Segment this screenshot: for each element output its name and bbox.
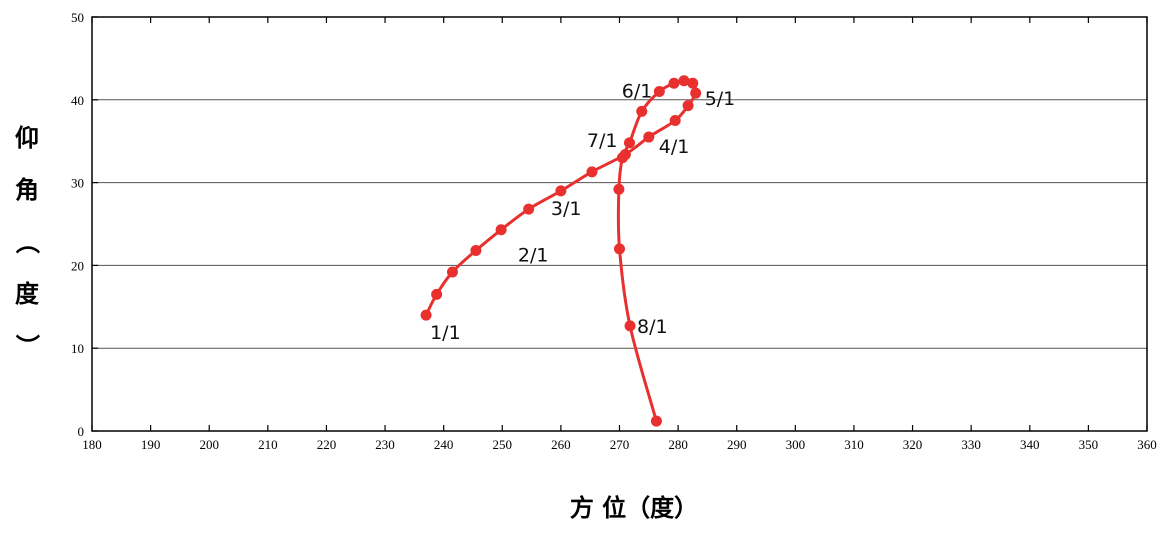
data-point-18 xyxy=(623,137,635,149)
y-axis-title-char-2: （ xyxy=(13,230,41,254)
data-point-14 xyxy=(678,75,690,87)
data-point-10 xyxy=(669,115,681,126)
x-tick-label-16: 340 xyxy=(1020,437,1040,452)
y-axis-title-char-1: 角 xyxy=(15,176,39,204)
y-axis-title-char-0: 仰 xyxy=(15,124,39,152)
annotation-6: 7/1 xyxy=(587,130,618,152)
x-tick-label-18: 360 xyxy=(1137,437,1157,452)
data-point-3 xyxy=(470,244,482,256)
point-annotations: 1/1 2/1 3/1 4/1 5/1 6/1 7/1 8/1 xyxy=(430,81,735,345)
data-point-20 xyxy=(613,183,625,195)
y-axis-title-char-4: ） xyxy=(13,334,41,358)
data-point-5 xyxy=(523,203,535,215)
annotation-5: 6/1 xyxy=(622,81,653,103)
data-point-12 xyxy=(690,87,702,99)
data-point-11 xyxy=(682,100,694,112)
x-tick-label-5: 230 xyxy=(375,437,395,452)
x-tick-label-12: 300 xyxy=(786,437,806,452)
x-tick-label-11: 290 xyxy=(727,437,747,452)
data-point-1 xyxy=(431,288,443,300)
x-tick-label-2: 200 xyxy=(199,437,219,452)
tick-labels: 180 190 200 210 220 230 240 250 260 270 280 290 300 3… xyxy=(71,10,1157,452)
data-point-22 xyxy=(624,320,636,332)
x-tick-label-7: 250 xyxy=(493,437,513,452)
data-point-9 xyxy=(643,131,655,143)
x-tick-label-13: 310 xyxy=(844,437,864,452)
data-point-4 xyxy=(495,224,507,236)
x-tick-label-9: 270 xyxy=(610,437,630,452)
annotation-0: 1/1 xyxy=(430,322,461,344)
y-tick-label-2: 20 xyxy=(71,258,84,273)
annotation-7: 8/1 xyxy=(637,316,668,338)
y-tick-label-3: 30 xyxy=(71,176,84,191)
x-tick-label-4: 220 xyxy=(317,437,337,452)
x-tick-label-17: 350 xyxy=(1079,437,1099,452)
data-point-6 xyxy=(555,185,567,197)
data-points xyxy=(420,75,702,427)
annotation-3: 4/1 xyxy=(659,136,690,158)
y-tick-label-4: 40 xyxy=(71,93,84,108)
data-point-17 xyxy=(636,105,648,117)
annotation-2: 3/1 xyxy=(551,198,582,220)
x-tick-label-15: 330 xyxy=(961,437,981,452)
data-point-15 xyxy=(668,77,680,89)
y-tick-label-1: 10 xyxy=(71,341,84,356)
data-point-21 xyxy=(614,243,625,255)
x-tick-label-8: 260 xyxy=(551,437,571,452)
data-point-2 xyxy=(446,266,458,278)
annotation-1: 2/1 xyxy=(518,244,549,266)
annotation-4: 5/1 xyxy=(705,88,736,110)
x-tick-label-14: 320 xyxy=(903,437,923,452)
x-tick-label-1: 190 xyxy=(141,437,161,452)
y-tick-label-0: 0 xyxy=(78,424,85,439)
axis-ticks xyxy=(91,16,1148,432)
data-point-0 xyxy=(420,309,432,321)
data-point-23 xyxy=(650,415,662,427)
data-point-19 xyxy=(616,152,628,164)
x-tick-label-10: 280 xyxy=(668,437,688,452)
data-point-13 xyxy=(687,77,699,89)
x-tick-label-0: 180 xyxy=(82,437,102,452)
y-tick-label-5: 50 xyxy=(71,10,84,25)
data-point-7 xyxy=(586,166,598,178)
x-axis-title: 方 位（度） xyxy=(570,494,698,522)
y-axis-title: 仰角 （ 度 ） xyxy=(13,124,41,358)
series-line xyxy=(424,79,698,423)
y-axis-title-char-3: 度 xyxy=(15,280,40,308)
x-tick-label-3: 210 xyxy=(258,437,278,452)
x-tick-label-6: 240 xyxy=(434,437,454,452)
data-point-16 xyxy=(653,86,665,98)
